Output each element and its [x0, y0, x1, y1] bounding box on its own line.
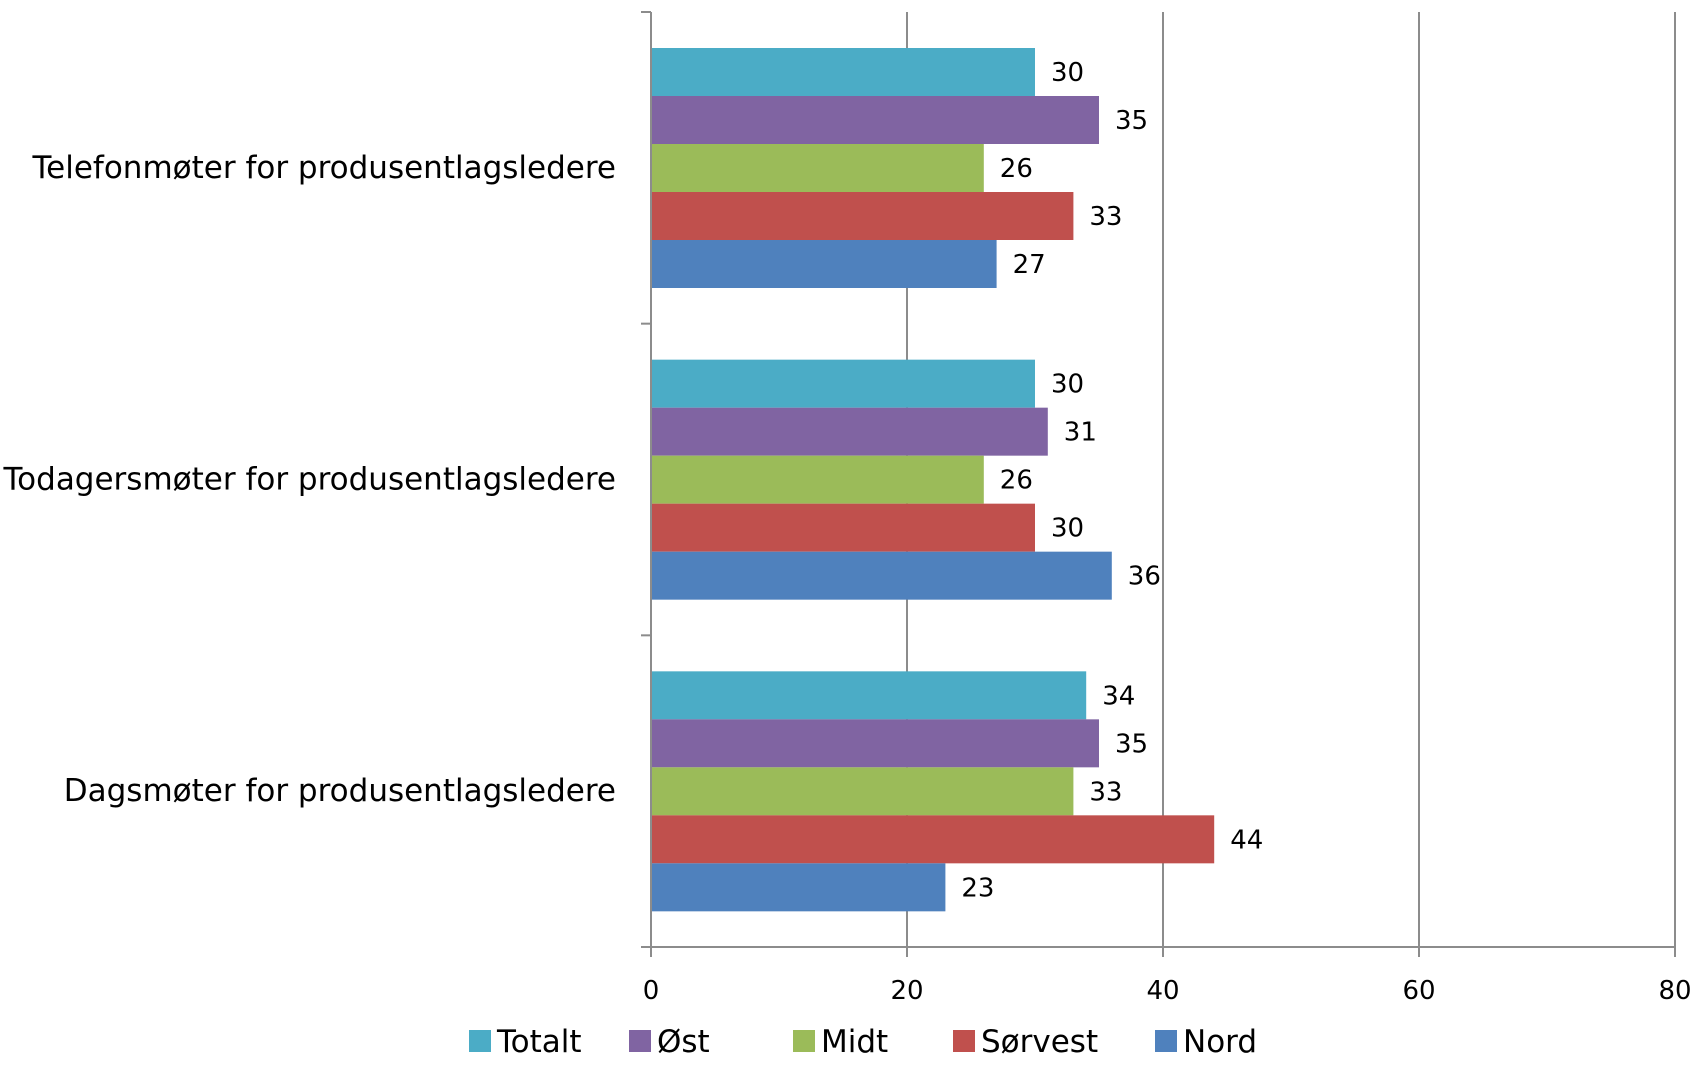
data-label: 35 [1115, 106, 1148, 136]
bar-nord [651, 240, 997, 288]
data-label: 35 [1115, 729, 1148, 759]
legend-label: Totalt [496, 1024, 582, 1060]
bar-midt [651, 455, 984, 504]
legend-swatch [1155, 1030, 1177, 1052]
bar-midt [651, 767, 1074, 816]
legend-swatch [793, 1030, 815, 1052]
x-tick-label: 20 [890, 976, 923, 1006]
bar-sørvest [651, 815, 1215, 864]
data-label: 27 [1013, 250, 1046, 280]
category-label: Telefonmøter for produsentlagsledere [32, 150, 617, 186]
legend-swatch [953, 1030, 975, 1052]
x-tick-label: 40 [1146, 976, 1179, 1006]
data-label: 33 [1089, 777, 1122, 807]
bar-sørvest [651, 192, 1074, 240]
bar-totalt [651, 359, 1035, 408]
x-tick-label: 60 [1402, 976, 1435, 1006]
data-label: 26 [1000, 466, 1033, 496]
legend-label: Nord [1183, 1024, 1257, 1060]
legend-swatch [469, 1030, 491, 1052]
legend-label: Øst [657, 1024, 710, 1060]
data-label: 31 [1064, 418, 1097, 448]
bar-øst [651, 719, 1099, 768]
data-label: 26 [1000, 154, 1033, 184]
bar-nord [651, 863, 946, 912]
category-label: Todagersmøter for produsentlagsledere [3, 462, 617, 498]
data-label: 44 [1230, 825, 1263, 855]
bar-totalt [651, 48, 1035, 96]
bar-øst [651, 96, 1099, 144]
x-tick-label: 80 [1658, 976, 1691, 1006]
bar-midt [651, 144, 984, 192]
data-label: 34 [1102, 681, 1135, 711]
legend-swatch [629, 1030, 651, 1052]
legend-label: Sørvest [981, 1024, 1098, 1060]
data-label: 33 [1089, 202, 1122, 232]
legend-label: Midt [821, 1024, 888, 1060]
bar-nord [651, 551, 1112, 600]
data-label: 36 [1128, 562, 1161, 592]
data-label: 30 [1051, 58, 1084, 88]
data-label: 30 [1051, 370, 1084, 400]
bar-totalt [651, 671, 1087, 720]
bar-øst [651, 407, 1048, 456]
data-label: 30 [1051, 514, 1084, 544]
category-label: Dagsmøter for produsentlagsledere [64, 773, 616, 809]
x-tick-label: 0 [643, 976, 660, 1006]
bar-sørvest [651, 503, 1035, 552]
data-label: 23 [961, 873, 994, 903]
